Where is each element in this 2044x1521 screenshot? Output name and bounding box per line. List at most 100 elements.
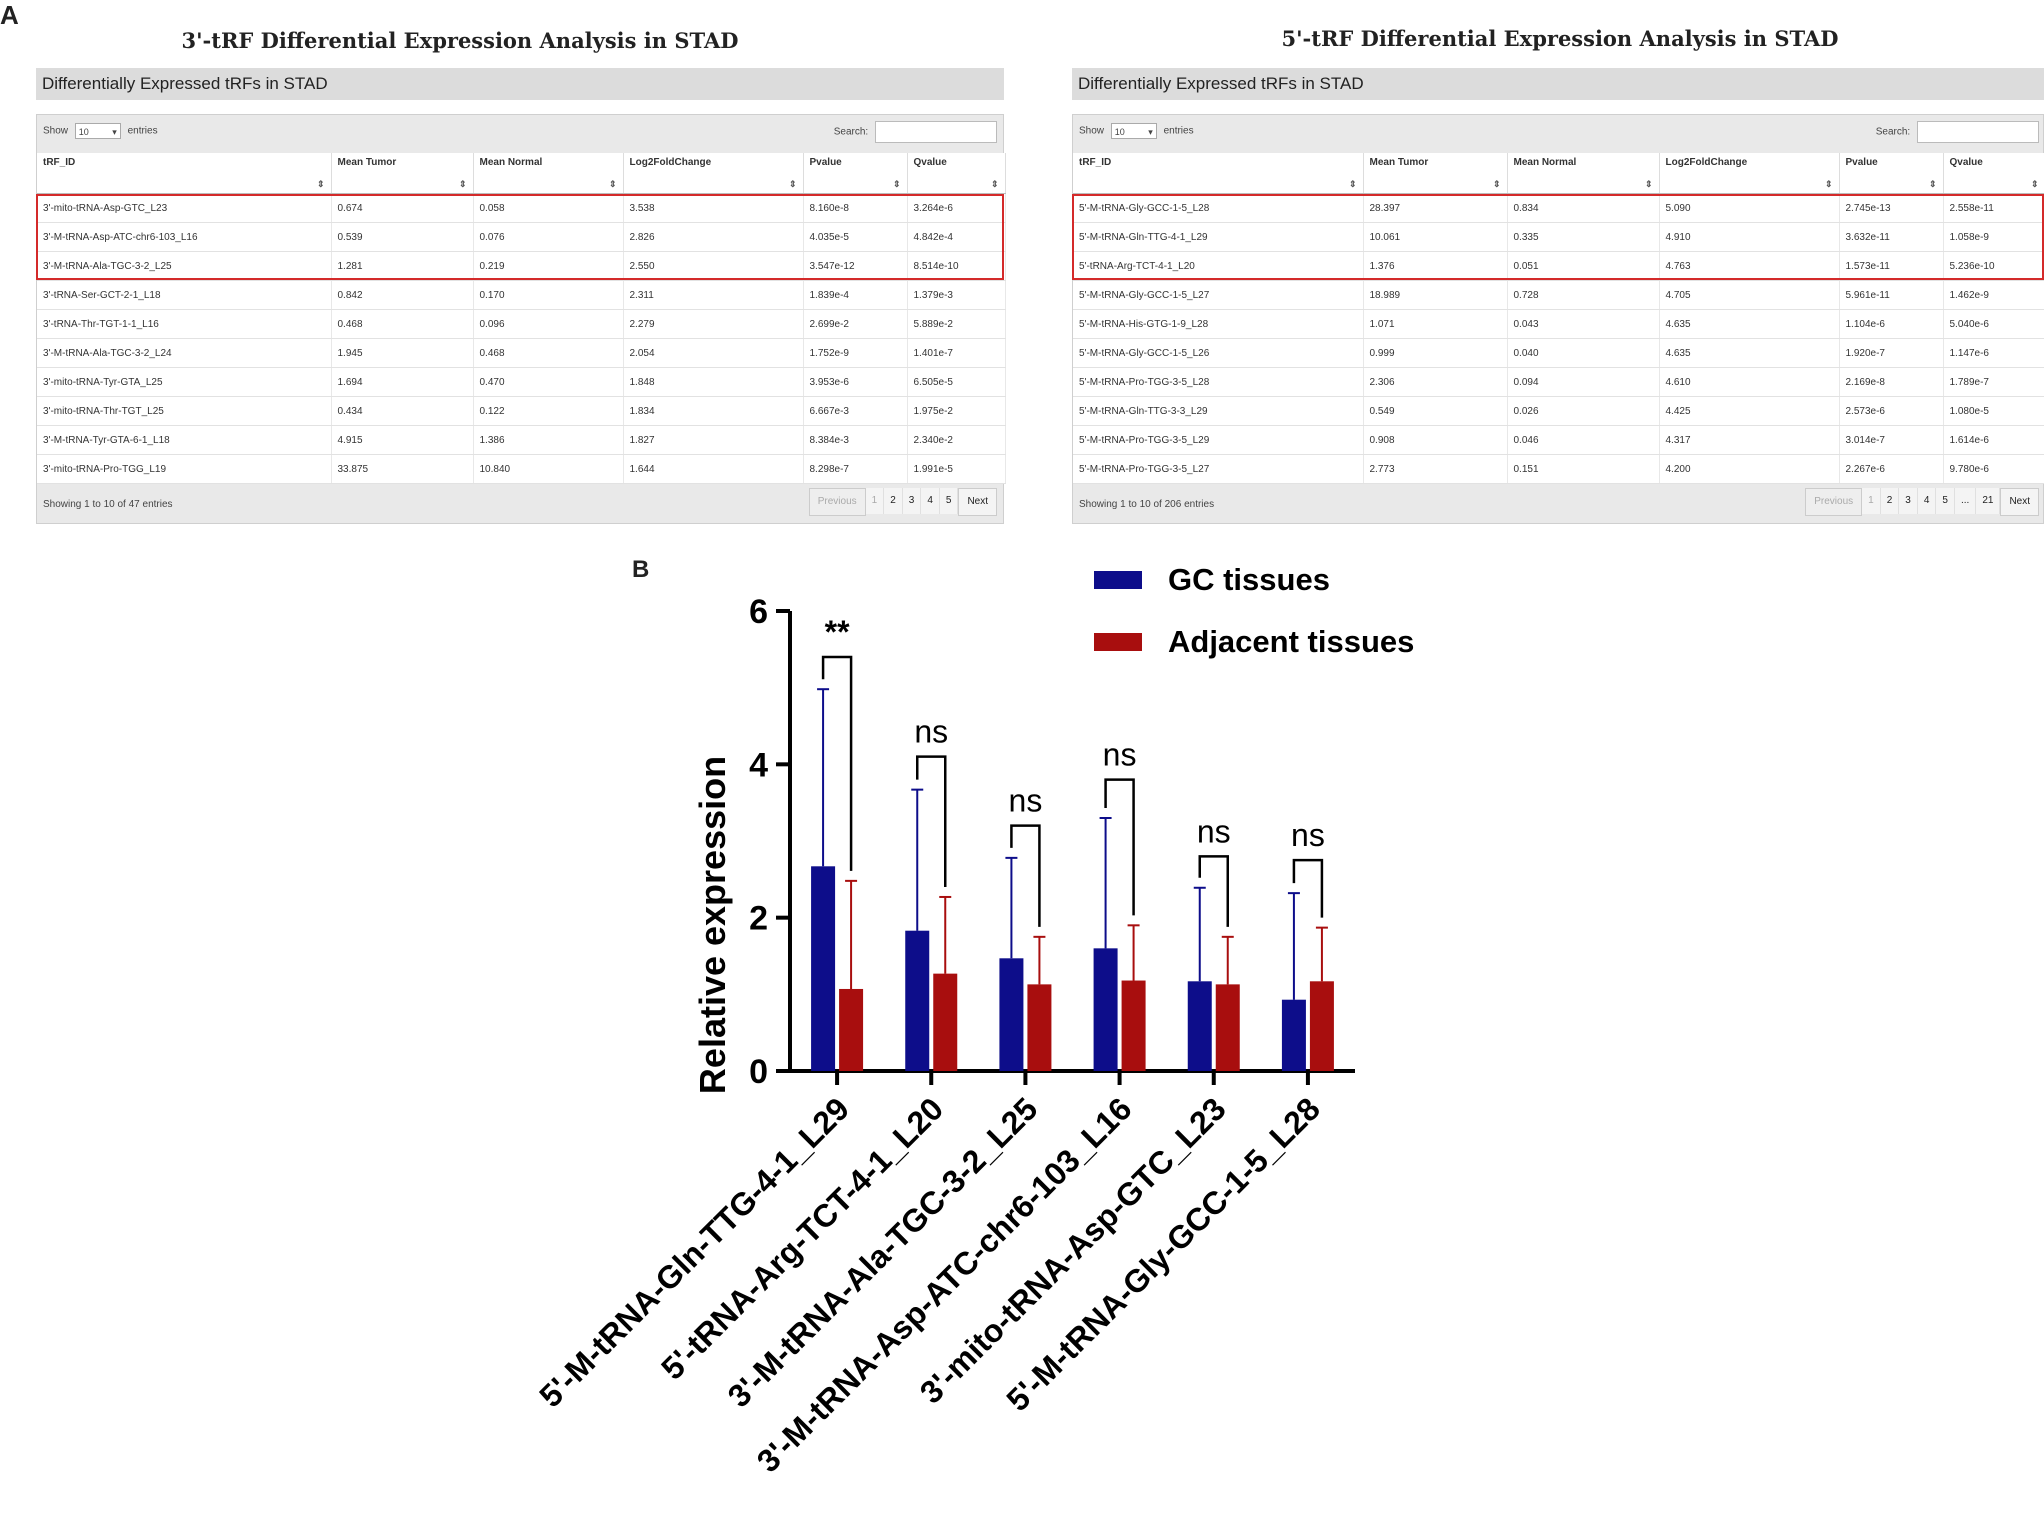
bar xyxy=(1281,999,1306,1071)
sort-icon[interactable]: ⇕ xyxy=(608,179,617,189)
page-button-current[interactable]: 1 xyxy=(865,488,885,514)
table-cell: 0.539 xyxy=(331,222,474,252)
table-cell: 1.401e-7 xyxy=(907,338,1006,368)
next-button[interactable]: Next xyxy=(958,488,997,516)
table-row: 3'-M-tRNA-Tyr-GTA-6-1_L18 4.915 1.386 1.827… xyxy=(37,425,1006,455)
sort-icon[interactable]: ⇕ xyxy=(1928,179,1937,189)
table-cell: 3.264e-6 xyxy=(907,193,1006,223)
column-header[interactable]: tRF_ID ⇕ xyxy=(37,153,332,194)
table-cell: 3.014e-7 xyxy=(1839,425,1944,455)
table-cell: 8.384e-3 xyxy=(803,425,908,455)
bar xyxy=(933,973,958,1071)
sort-icon[interactable]: ⇕ xyxy=(1492,179,1501,189)
table-cell: 0.122 xyxy=(473,396,624,426)
significance-bracket xyxy=(1198,855,1229,927)
data-table-right: tRF_ID ⇕ Mean Tumor ⇕ Mean Normal ⇕ Log2FoldCh… xyxy=(1073,153,2044,484)
bar xyxy=(1187,981,1212,1071)
entries-select[interactable]: 10 xyxy=(74,123,121,140)
sort-icon[interactable]: ⇕ xyxy=(1348,179,1357,189)
table-cell: 2.311 xyxy=(623,280,804,310)
sort-icon[interactable]: ⇕ xyxy=(316,179,325,189)
page-button-current[interactable]: 1 xyxy=(1862,488,1881,514)
bar xyxy=(1121,980,1146,1071)
column-header[interactable]: Mean Normal ⇕ xyxy=(1507,153,1660,194)
significance-bracket xyxy=(1292,858,1324,918)
table-cell: 1.920e-7 xyxy=(1839,338,1944,368)
table-cell: 4.915 xyxy=(331,425,474,455)
y-tick-label: 6 xyxy=(749,593,768,631)
column-header[interactable]: Pvalue ⇕ xyxy=(803,153,908,194)
highlight-box xyxy=(36,194,1004,280)
table-cell: 3'-mito-tRNA-Thr-TGT_L25 xyxy=(37,396,332,426)
table-row: 3'-tRNA-Ser-GCT-2-1_L18 0.842 0.170 2.311 1.… xyxy=(37,280,1006,310)
page-button[interactable]: 4 xyxy=(921,488,940,514)
bar-chart: Relative expression 0 2 4 6 ** ns ns ns ns ns 5'… xyxy=(532,562,1414,1479)
sort-icon[interactable]: ⇕ xyxy=(458,179,467,189)
page-button[interactable]: 3 xyxy=(1899,488,1918,514)
column-header[interactable]: Qvalue ⇕ xyxy=(907,153,1006,194)
column-header[interactable]: Pvalue ⇕ xyxy=(1839,153,1944,194)
previous-button[interactable]: Previous xyxy=(808,488,866,516)
sort-icon[interactable]: ⇕ xyxy=(788,179,797,189)
column-header[interactable]: Log2FoldChange ⇕ xyxy=(1659,153,1840,194)
significance-label: ns xyxy=(1291,817,1325,853)
table-left-frame: Show 10 entries Search: tRF_ID⇕Mean Tumo… xyxy=(36,114,1006,524)
table-row: 5'-M-tRNA-His-GTG-1-9_L28 1.071 0.043 4.635… xyxy=(1073,309,2044,339)
sort-icon[interactable]: ⇕ xyxy=(1644,179,1653,189)
table-cell: 0.170 xyxy=(473,280,624,310)
show-label: Show xyxy=(1079,125,1105,137)
table-cell: 8.514e-10 xyxy=(907,251,1006,281)
column-header[interactable]: Qvalue ⇕ xyxy=(1943,153,2044,194)
x-axis-labels: 5'-M-tRNA-Gln-TTG-4-1_L295'-tRNA-Arg-TCT… xyxy=(532,1090,1327,1479)
table-row: 3'-M-tRNA-Ala-TGC-3-2_L24 1.945 0.468 2.054… xyxy=(37,338,1006,368)
sort-icon[interactable]: ⇕ xyxy=(2030,179,2039,189)
sort-icon[interactable]: ⇕ xyxy=(892,179,901,189)
bar xyxy=(1027,984,1052,1071)
table-cell: 1.614e-6 xyxy=(1943,425,2044,455)
bar xyxy=(1093,948,1118,1071)
entries-label: entries xyxy=(127,125,158,137)
column-header[interactable]: tRF_ID ⇕ xyxy=(1073,153,1364,194)
previous-button[interactable]: Previous xyxy=(1805,488,1863,516)
table-cell: 3'-mito-tRNA-Pro-TGG_L19 xyxy=(37,454,332,484)
column-header[interactable]: Mean Tumor ⇕ xyxy=(331,153,474,194)
legend-swatch xyxy=(1094,633,1142,651)
column-header[interactable]: Mean Tumor ⇕ xyxy=(1363,153,1508,194)
search-control: Search: xyxy=(834,121,997,143)
table-cell: 4.910 xyxy=(1659,222,1840,252)
page-button[interactable]: 21 xyxy=(1976,488,2001,514)
page-button[interactable]: 2 xyxy=(1880,488,1900,514)
search-input[interactable] xyxy=(875,121,997,143)
table-cell: 5'-M-tRNA-His-GTG-1-9_L28 xyxy=(1073,309,1364,339)
table-cell: 3'-mito-tRNA-Asp-GTC_L23 xyxy=(37,193,332,223)
table-cell: 1.789e-7 xyxy=(1943,367,2044,397)
page-button[interactable]: 5 xyxy=(939,488,959,514)
entries-control: Show 10 entries xyxy=(1079,123,1194,140)
bar xyxy=(905,930,930,1071)
search-input[interactable] xyxy=(1917,121,2039,143)
table-cell: 2.550 xyxy=(623,251,804,281)
legend-label: Adjacent tissues xyxy=(1168,624,1414,659)
table-cell: 2.267e-6 xyxy=(1839,454,1944,484)
page-button[interactable]: 4 xyxy=(1917,488,1937,514)
table-cell: 1.281 xyxy=(331,251,474,281)
page-button[interactable]: 5 xyxy=(1936,488,1955,514)
table-cell: 3'-M-tRNA-Tyr-GTA-6-1_L18 xyxy=(37,425,332,455)
entries-select[interactable]: 10 xyxy=(1110,123,1157,140)
table-cell: 3.547e-12 xyxy=(803,251,908,281)
table-row: 3'-mito-tRNA-Pro-TGG_L19 33.875 10.840 1.64… xyxy=(37,454,1006,484)
sort-icon[interactable]: ⇕ xyxy=(1824,179,1833,189)
column-header[interactable]: Log2FoldChange ⇕ xyxy=(623,153,804,194)
table-cell: 0.096 xyxy=(473,309,624,339)
table-cell: 4.200 xyxy=(1659,454,1840,484)
next-button[interactable]: Next xyxy=(2000,488,2039,516)
column-header[interactable]: Mean Normal ⇕ xyxy=(473,153,624,194)
bar xyxy=(811,866,836,1071)
page-button[interactable]: 3 xyxy=(902,488,922,514)
table-right-header: Differentially Expressed tRFs in STAD xyxy=(1072,68,2044,100)
significance-label: ns xyxy=(1009,783,1043,819)
table-cell: 1.379e-3 xyxy=(907,280,1006,310)
column-header-label: Qvalue xyxy=(913,157,947,168)
sort-icon[interactable]: ⇕ xyxy=(990,179,999,189)
page-button[interactable]: 2 xyxy=(884,488,903,514)
